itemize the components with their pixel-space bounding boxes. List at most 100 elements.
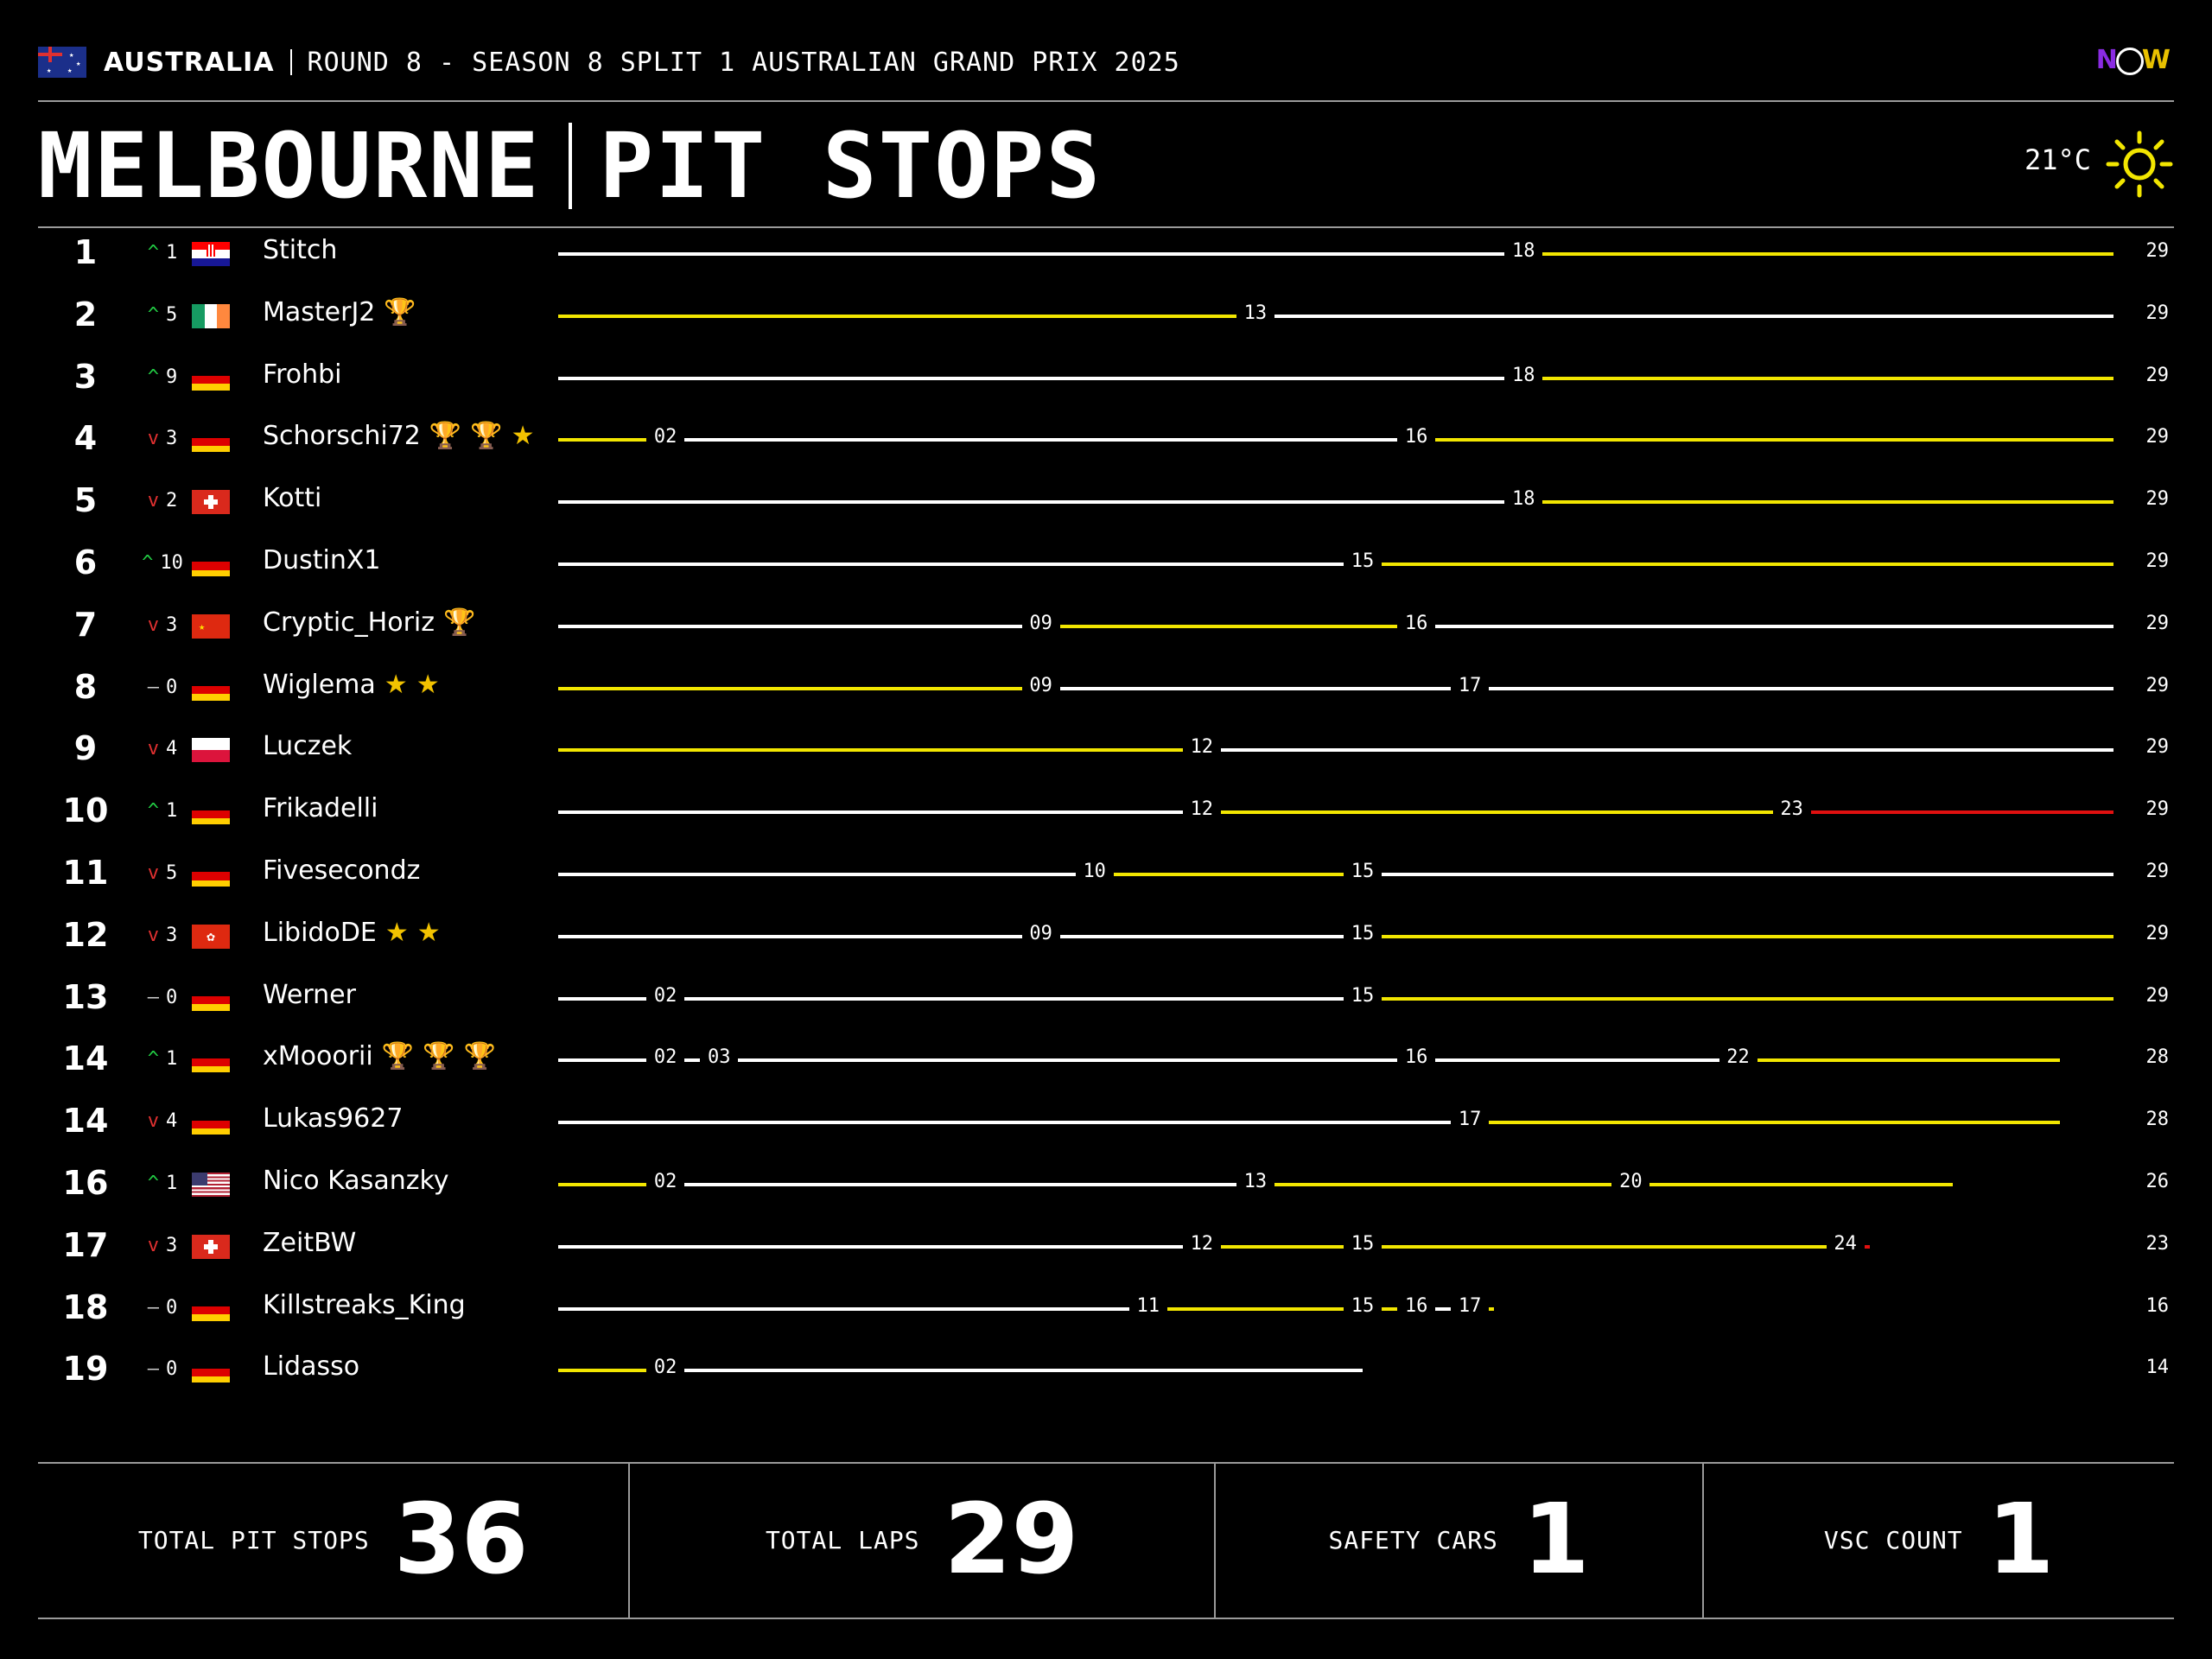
position-change-value: 3 [166,428,178,450]
table-row: 2 ^ 5 MasterJ2 🏆 13 29 [0,285,2212,347]
driver-name: Lukas9627 [263,1103,403,1134]
white-stint-bar [558,873,1076,876]
position-number: 19 [62,1350,109,1389]
pit-lap-label: 15 [1351,1232,1375,1255]
laps-completed: 29 [2145,302,2170,324]
table-row: 18 –0 Killstreaks_King 11 15 16 17 16 [0,1278,2212,1340]
pit-lap-label: 11 [1136,1294,1160,1317]
white-stint-bar [558,563,1344,566]
germany-flag-icon [192,1358,230,1383]
germany-flag-icon [192,1048,230,1073]
arrow-up-icon: ^ [147,1173,159,1194]
position-change-value: 3 [166,1234,178,1256]
pit-lap-label: 03 [707,1046,731,1069]
position-change: –0 [137,987,188,1008]
driver-name: Killstreaks_King [263,1290,466,1320]
table-row: 17 v 3 ZeitBW 12 15 24 23 [0,1216,2212,1278]
laps-completed: 28 [2145,1046,2170,1069]
stint-timeline: 11 15 16 17 [558,1278,2113,1340]
total-pit-stops-cell: TOTAL PIT STOPS 36 [38,1462,631,1618]
position-number: 13 [62,977,109,1016]
laps-completed: 29 [2145,240,2170,262]
pit-lap-label: 18 [1511,364,1535,386]
stint-timeline: 18 [558,223,2113,285]
pit-lap-label: 15 [1351,922,1375,944]
germany-flag-icon [192,1110,230,1135]
total-pit-stops-value: 36 [393,1484,529,1596]
white-stint-bar [1274,314,2113,318]
gold-trophy-icon: 🏆 [470,421,503,452]
driver-name: LibidoDE ★ ★ [263,918,441,948]
driver-name-text: Lidasso [263,1351,360,1382]
no-change-icon: – [147,1296,159,1319]
pit-lap-label: 12 [1190,1232,1214,1255]
stint-timeline: 09 15 [558,906,2113,968]
yellow-stint-bar [1649,1183,1953,1186]
position-number: 11 [62,854,109,892]
table-row: 3 ^ 9 Frohbi 18 29 [0,347,2212,410]
driver-name: Schorschi72 🏆 🏆 ★ [263,421,535,451]
stint-timeline: 15 [558,533,2113,595]
white-stint-bar [1435,1306,1452,1311]
white-stint-bar [558,1306,1129,1311]
safety-cars-value: 1 [1522,1484,1590,1596]
page-title: MELBOURNE PIT STOPS [38,113,1102,219]
germany-flag-icon [192,1296,230,1321]
silver-trophy-icon: 🏆 [443,607,476,638]
pit-lap-label: 16 [1404,1046,1428,1069]
laps-completed: 29 [2145,488,2170,511]
yellow-stint-bar [558,686,1022,690]
star-trophy-icon: ★ [416,917,441,948]
table-row: 4 v 3 Schorschi72 🏆 🏆 ★ 02 16 29 [0,409,2212,471]
stint-timeline: 12 23 [558,781,2113,843]
driver-name-text: Frikadelli [263,793,378,824]
stint-timeline: 02 16 [558,409,2113,471]
white-stint-bar [738,1058,1398,1063]
safety-cars-cell: SAFETY CARS 1 [1216,1462,1705,1618]
stint-timeline: 09 17 [558,658,2113,720]
temperature: 21°C [2024,143,2091,176]
star-trophy-icon: ★ [416,669,440,700]
yellow-stint-bar [558,1369,647,1373]
position-change-value: 5 [166,862,178,884]
pit-lap-label: 16 [1404,426,1428,448]
position-change-value: 2 [166,490,178,512]
driver-name: Fivesecondz [263,855,420,886]
arrow-down-icon: v [147,613,159,636]
white-stint-bar [1059,686,1452,690]
driver-name-text: ZeitBW [263,1227,357,1258]
arrow-down-icon: v [147,1110,159,1133]
white-stint-bar [684,1369,1363,1373]
white-stint-bar [684,1058,701,1063]
stint-timeline: 02 13 20 [558,1154,2113,1216]
pit-lap-label: 02 [653,1171,677,1192]
yellow-stint-bar [1220,810,1773,815]
driver-name: Cryptic_Horiz 🏆 [263,607,475,638]
white-stint-bar [1059,934,1344,938]
position-change-value: 1 [166,1173,178,1194]
usa-flag-icon [192,1173,230,1197]
position-change: ^ 1 [137,1048,188,1070]
position-change: ^ 1 [137,1173,188,1194]
position-change-value: 0 [166,676,178,698]
pit-lap-label: 18 [1511,240,1535,262]
table-row: 16 ^ 1 Nico Kasanzky 02 13 20 26 [0,1154,2212,1216]
position-change: –0 [137,1358,188,1380]
laps-completed: 16 [2145,1294,2170,1317]
germany-flag-icon [192,986,230,1011]
laps-completed: 29 [2145,364,2170,386]
white-stint-bar [558,376,1505,380]
position-number: 9 [73,729,98,768]
driver-name-text: Wiglema [263,669,376,700]
position-number: 12 [62,915,109,954]
yellow-stint-bar [1489,1121,2060,1125]
croatia-flag-icon [192,242,230,266]
driver-name-text: Schorschi72 [263,421,421,452]
pit-lap-label: 13 [1243,1171,1268,1192]
stint-timeline: 13 [558,285,2113,347]
arrow-up-icon: ^ [147,303,159,326]
position-number: 6 [73,543,98,582]
no-change-icon: – [147,986,159,1008]
